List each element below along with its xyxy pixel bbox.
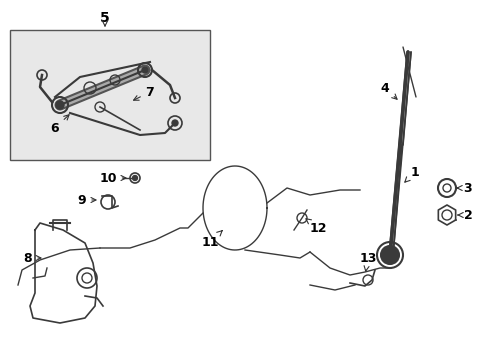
Text: 2: 2	[457, 208, 471, 221]
Circle shape	[56, 101, 64, 109]
Text: 9: 9	[78, 194, 96, 207]
Text: 8: 8	[23, 252, 41, 265]
Text: 3: 3	[456, 181, 471, 194]
Text: 4: 4	[380, 81, 396, 99]
Circle shape	[380, 246, 398, 264]
Text: 5: 5	[100, 11, 110, 25]
Circle shape	[172, 120, 178, 126]
Text: 13: 13	[359, 252, 376, 271]
Circle shape	[132, 176, 137, 180]
Text: 12: 12	[305, 219, 326, 234]
Text: 7: 7	[133, 86, 154, 100]
Text: 1: 1	[404, 166, 419, 182]
Bar	[10, 30, 209, 160]
Text: 6: 6	[51, 115, 69, 135]
Text: 10: 10	[99, 171, 126, 185]
Circle shape	[142, 67, 148, 73]
Text: 11: 11	[201, 230, 222, 248]
